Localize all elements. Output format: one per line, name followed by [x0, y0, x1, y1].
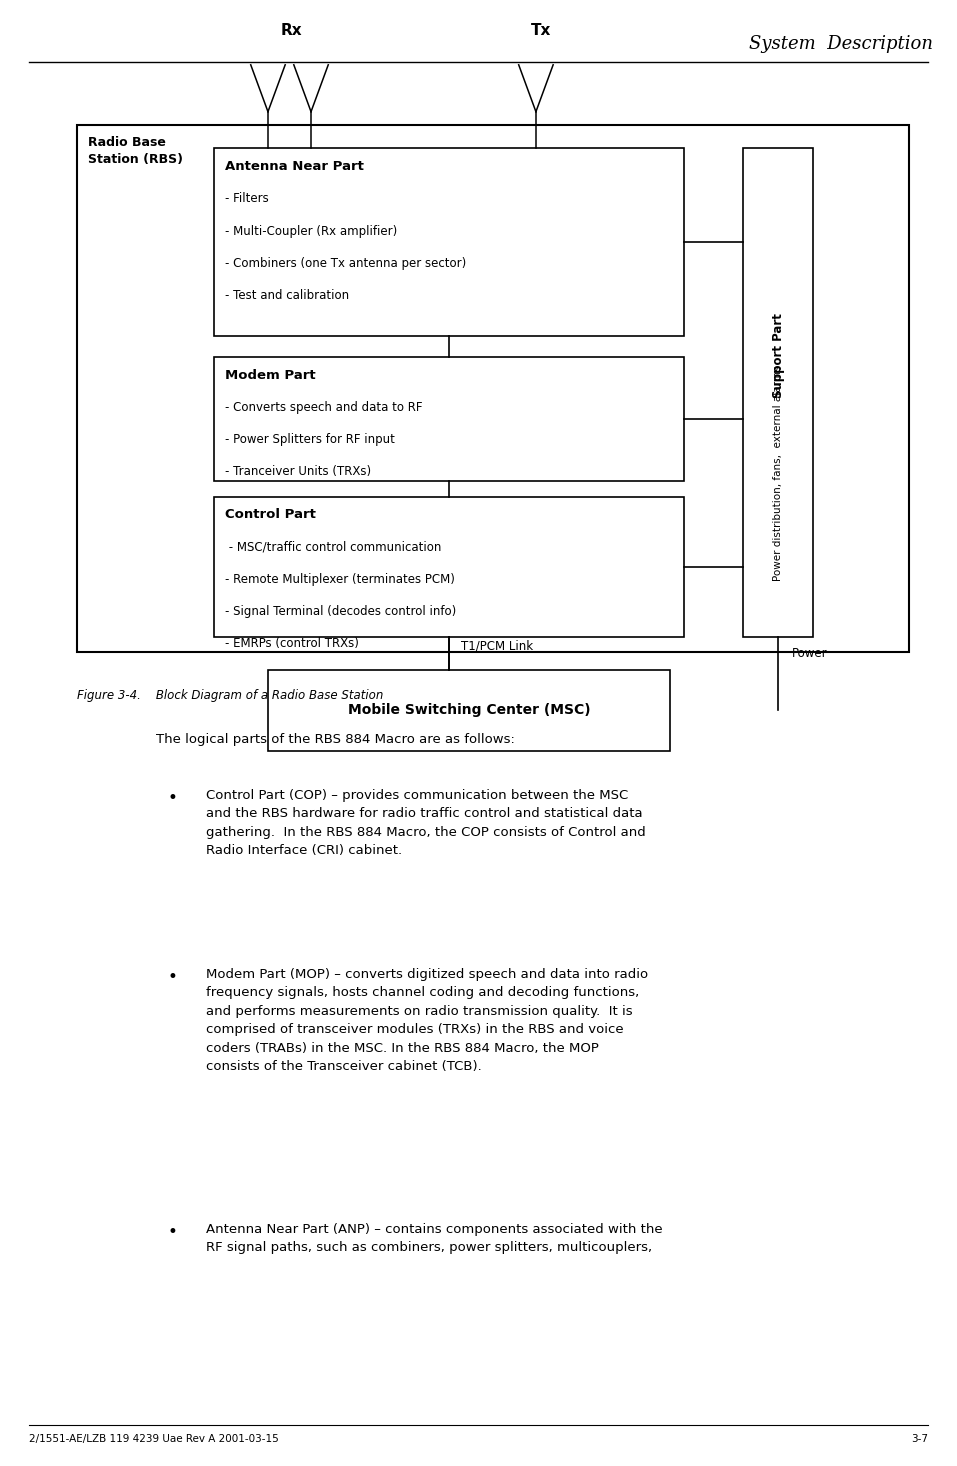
Text: 2/1551-AE/LZB 119 4239 Uae Rev A 2001-03-15: 2/1551-AE/LZB 119 4239 Uae Rev A 2001-03…: [29, 1434, 278, 1444]
Text: - Filters: - Filters: [226, 192, 269, 205]
Text: - Signal Terminal (decodes control info): - Signal Terminal (decodes control info): [226, 605, 456, 619]
FancyBboxPatch shape: [214, 148, 684, 336]
Text: Antenna Near Part: Antenna Near Part: [226, 160, 365, 173]
Text: - Converts speech and data to RF: - Converts speech and data to RF: [226, 400, 423, 413]
Text: System  Description: System Description: [749, 35, 933, 53]
Text: Antenna Near Part (ANP) – contains components associated with the
RF signal path: Antenna Near Part (ANP) – contains compo…: [206, 1223, 662, 1253]
Text: - EMRPs (control TRXs): - EMRPs (control TRXs): [226, 638, 359, 651]
Text: 3-7: 3-7: [911, 1434, 928, 1444]
Text: - Remote Multiplexer (terminates PCM): - Remote Multiplexer (terminates PCM): [226, 573, 456, 586]
FancyBboxPatch shape: [214, 356, 684, 481]
Text: - Tranceiver Units (TRXs): - Tranceiver Units (TRXs): [226, 465, 371, 478]
FancyBboxPatch shape: [268, 670, 670, 751]
Text: - Test and calibration: - Test and calibration: [226, 289, 349, 302]
Text: Power: Power: [792, 647, 828, 660]
Text: Power distribution, fans,  external alarms: Power distribution, fans, external alarm…: [773, 365, 783, 581]
Text: Radio Base
Station (RBS): Radio Base Station (RBS): [88, 136, 183, 166]
Text: - Combiners (one Tx antenna per sector): - Combiners (one Tx antenna per sector): [226, 257, 467, 270]
Text: - MSC/traffic control communication: - MSC/traffic control communication: [226, 541, 442, 554]
Text: - Power Splitters for RF input: - Power Splitters for RF input: [226, 432, 395, 446]
Text: Modem Part (MOP) – converts digitized speech and data into radio
frequency signa: Modem Part (MOP) – converts digitized sp…: [206, 968, 648, 1073]
Text: Control Part: Control Part: [226, 509, 317, 522]
Text: Figure 3-4.    Block Diagram of a Radio Base Station: Figure 3-4. Block Diagram of a Radio Bas…: [77, 689, 383, 702]
FancyBboxPatch shape: [743, 148, 813, 636]
FancyBboxPatch shape: [214, 497, 684, 636]
Text: Modem Part: Modem Part: [226, 368, 316, 381]
Text: Rx: Rx: [281, 23, 302, 38]
Text: T1/PCM Link: T1/PCM Link: [460, 639, 533, 652]
Text: - Multi-Coupler (Rx amplifier): - Multi-Coupler (Rx amplifier): [226, 224, 398, 237]
Text: Control Part (COP) – provides communication between the MSC
and the RBS hardware: Control Part (COP) – provides communicat…: [206, 789, 646, 858]
Text: Support Part: Support Part: [771, 314, 785, 399]
Text: •: •: [167, 1223, 177, 1240]
Text: •: •: [167, 789, 177, 806]
FancyBboxPatch shape: [77, 125, 909, 652]
Text: Tx: Tx: [530, 23, 551, 38]
Text: •: •: [167, 968, 177, 985]
Text: The logical parts of the RBS 884 Macro are as follows:: The logical parts of the RBS 884 Macro a…: [155, 733, 515, 746]
Text: Mobile Switching Center (MSC): Mobile Switching Center (MSC): [347, 704, 590, 717]
